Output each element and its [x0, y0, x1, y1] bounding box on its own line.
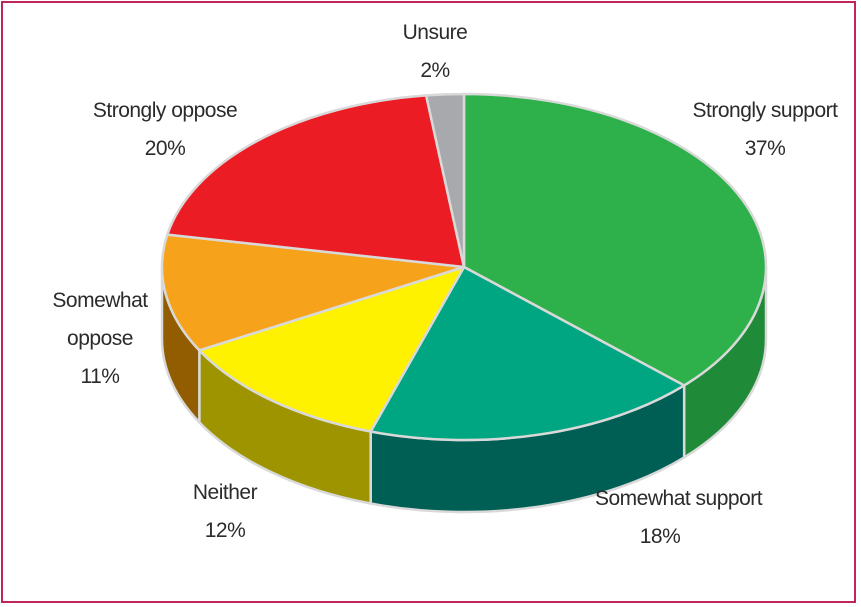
- slice-label-unsure: Unsure 2%: [402, 21, 468, 82]
- slice-label-strongly-oppose: Strongly oppose 20%: [92, 99, 238, 160]
- slice-label-somewhat-oppose: Somewhat oppose 11%: [52, 289, 148, 388]
- slice-label-neither: Neither 12%: [192, 481, 258, 542]
- slice-unsure: [424, 92, 466, 269]
- slice-neither: [198, 265, 466, 433]
- slice-somewhat-support: [369, 265, 686, 442]
- slice-somewhat-oppose: [160, 233, 466, 352]
- slice-strongly-oppose: [166, 94, 466, 269]
- slice-label-somewhat-support: Somewhat support 18%: [595, 487, 763, 548]
- slice-label-strongly-support: Strongly support 37%: [692, 99, 838, 160]
- slice-strongly-support: [462, 92, 768, 387]
